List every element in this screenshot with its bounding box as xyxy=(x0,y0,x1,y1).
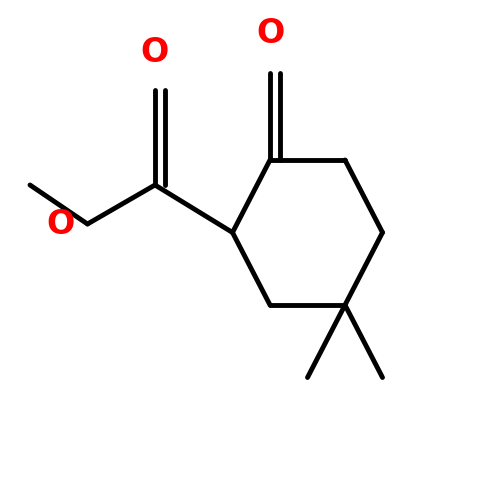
Text: O: O xyxy=(47,208,75,240)
Text: O: O xyxy=(256,17,284,50)
Text: O: O xyxy=(141,36,169,69)
